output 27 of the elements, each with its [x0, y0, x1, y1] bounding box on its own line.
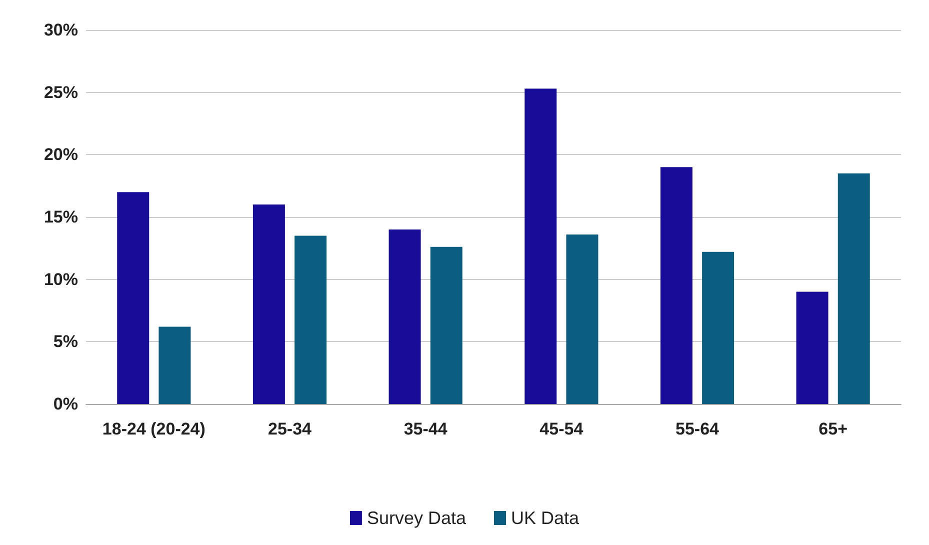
bar [660, 167, 692, 404]
y-tick-label: 15% [44, 208, 78, 226]
bar [566, 234, 598, 404]
x-tick-label: 55-64 [676, 420, 720, 438]
bar [524, 88, 557, 404]
bar [388, 229, 421, 404]
x-tick-label: 45-54 [540, 420, 584, 438]
y-tick-label: 20% [44, 145, 78, 164]
bar [117, 192, 150, 404]
x-tick-label: 65+ [818, 420, 848, 438]
bar [294, 236, 327, 404]
y-tick-label: 10% [44, 270, 78, 289]
bar [702, 252, 734, 404]
y-tick-label: 0% [53, 394, 78, 414]
y-tick-label: 5% [53, 332, 78, 352]
bar [158, 326, 191, 404]
bar [796, 292, 828, 404]
x-tick-label: 18-24 (20-24) [102, 420, 206, 438]
legend-label: UK Data [511, 508, 580, 528]
legend-label: Survey Data [366, 508, 467, 528]
bar [838, 173, 870, 404]
x-tick-label: 35-44 [404, 420, 448, 438]
x-tick-label: 25-34 [268, 420, 312, 438]
y-tick-label: 30% [44, 20, 78, 40]
bar [430, 246, 462, 404]
y-tick-label: 25% [44, 82, 78, 102]
bar [252, 204, 285, 404]
